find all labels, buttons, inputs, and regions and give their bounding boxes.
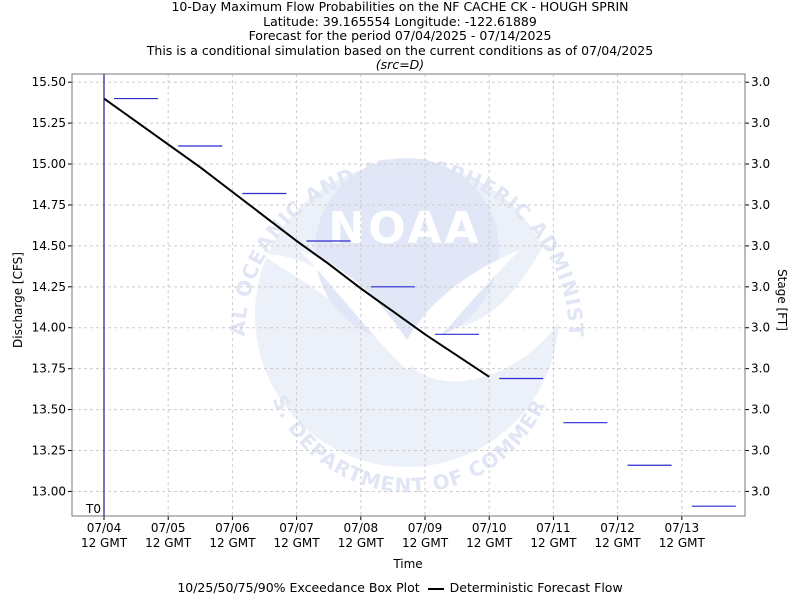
y-tick-label: 15.50 <box>32 75 66 89</box>
x-tick-date: 07/12 <box>600 521 635 535</box>
deterministic-forecast-line <box>103 97 490 378</box>
y2-tick-label: 3.0 <box>751 444 770 458</box>
x-tick-date: 07/05 <box>151 521 186 535</box>
chart-header: 10-Day Maximum Flow Probabilities on the… <box>0 0 800 73</box>
x-tick-date: 07/07 <box>279 521 314 535</box>
noaa-logo-wave <box>262 230 560 382</box>
legend-box-label: 10/25/50/75/90% Exceedance Box Plot <box>177 580 420 595</box>
y-axis-title: Discharge [CFS] <box>11 252 25 348</box>
noaa-watermark: NOAA NATIONAL OCEANIC AND ATMOSPHERIC AD… <box>0 0 587 498</box>
y2-tick-label: 3.0 <box>751 157 770 171</box>
y2-tick-label: 3.0 <box>751 321 770 335</box>
y2-tick-label: 3.0 <box>751 116 770 130</box>
chart-title: 10-Day Maximum Flow Probabilities on the… <box>171 0 629 14</box>
t0-label: T0 <box>85 502 101 516</box>
legend: 10/25/50/75/90% Exceedance Box Plot Dete… <box>0 580 800 595</box>
x-tick-time: 12 GMT <box>274 536 321 550</box>
exceedance-boxes <box>114 97 736 507</box>
tick-labels: 15.50 3.0 15.25 3.0 15.00 3.0 14.75 3.0 14.50 3.0… <box>32 75 770 550</box>
x-axis-title: Time <box>392 557 422 571</box>
period-line: Forecast for the period 07/04/2025 - 07/… <box>248 28 552 43</box>
axes <box>68 73 749 520</box>
y2-tick-label: 3.0 <box>751 239 770 253</box>
x-tick-time: 12 GMT <box>659 536 706 550</box>
x-tick-time: 12 GMT <box>338 536 385 550</box>
y-tick-label: 14.00 <box>32 321 66 335</box>
noaa-logo-gull <box>300 250 520 370</box>
y2-tick-label: 3.0 <box>751 198 770 212</box>
x-tick-time: 12 GMT <box>81 536 128 550</box>
note-line: This is a conditional simulation based o… <box>146 42 654 58</box>
x-tick-time: 12 GMT <box>530 536 577 550</box>
deterministic-line-group <box>103 97 490 378</box>
y2-tick-label: 3.0 <box>751 280 770 294</box>
location-line: Latitude: 39.165554 Longitude: -122.6188… <box>263 13 537 29</box>
y-tick-label: 13.75 <box>32 362 66 376</box>
y-tick-label: 14.75 <box>32 198 66 212</box>
y2-tick-label: 3.0 <box>751 484 770 498</box>
x-tick-date: 07/10 <box>472 521 507 535</box>
y-tick-label: 14.50 <box>32 239 66 253</box>
y2-tick-label: 3.0 <box>751 75 770 89</box>
y-tick-label: 15.25 <box>32 116 66 130</box>
y-tick-label: 13.25 <box>32 444 66 458</box>
y-tick-label: 15.00 <box>32 157 66 171</box>
x-tick-date: 07/08 <box>344 521 379 535</box>
x-tick-time: 12 GMT <box>209 536 256 550</box>
legend-line-label: Deterministic Forecast Flow <box>449 580 623 595</box>
y-tick-label: 13.00 <box>32 484 66 498</box>
y2-tick-label: 3.0 <box>751 403 770 417</box>
y2-axis-title: Stage [FT] <box>775 269 789 331</box>
x-tick-date: 07/09 <box>408 521 443 535</box>
x-tick-date: 07/11 <box>536 521 571 535</box>
plot-frame <box>71 73 746 517</box>
x-tick-time: 12 GMT <box>402 536 449 550</box>
x-tick-date: 07/06 <box>215 521 250 535</box>
y-tick-label: 14.25 <box>32 280 66 294</box>
x-tick-date: 07/13 <box>665 521 700 535</box>
y-tick-label: 13.50 <box>32 403 66 417</box>
x-tick-time: 12 GMT <box>466 536 513 550</box>
source-line: (src=D) <box>375 57 425 72</box>
x-tick-date: 07/04 <box>87 521 122 535</box>
y2-tick-label: 3.0 <box>751 362 770 376</box>
x-tick-time: 12 GMT <box>145 536 192 550</box>
x-tick-time: 12 GMT <box>595 536 642 550</box>
legend-line-swatch <box>427 587 444 590</box>
